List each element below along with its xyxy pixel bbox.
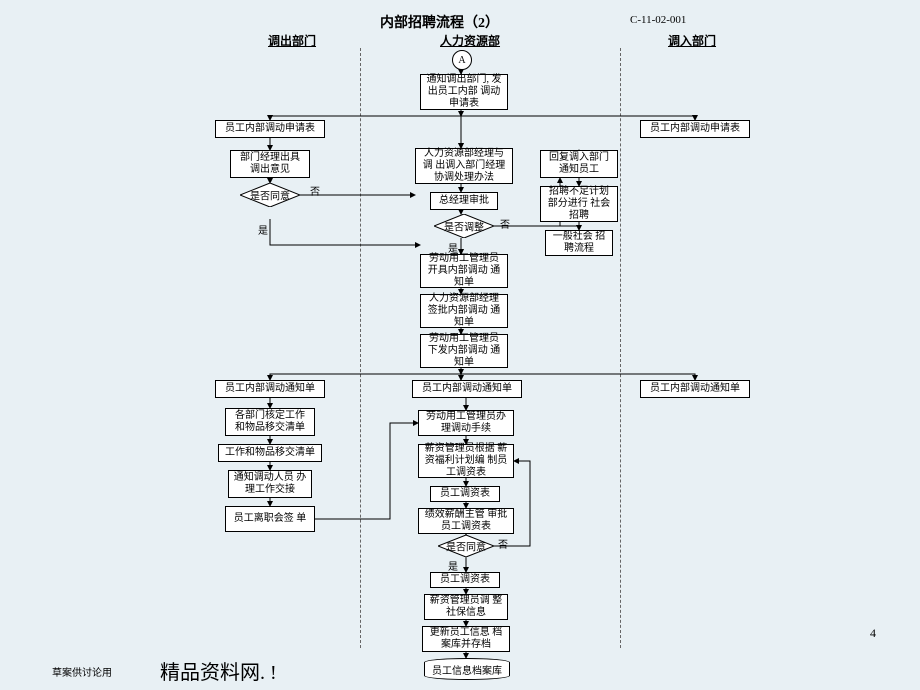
node-m1: 通知调出部门, 发出员工内部 调动申请表 [420, 74, 508, 110]
node-r1: 员工内部调动申请表 [640, 120, 750, 138]
col-header-mid: 人力资源部 [440, 32, 500, 49]
node-m10: 绩效薪酬主管 审批员工调资表 [418, 508, 514, 534]
label-md2-yes: 是 [448, 558, 458, 573]
connector-a: A [452, 50, 472, 70]
node-m6: 劳动用工管理员 下发内部调动 通知单 [420, 334, 508, 368]
node-m4: 劳动用工管理员 开具内部调动 通知单 [420, 254, 508, 288]
label-ld-yes: 是 [258, 222, 268, 237]
node-m9: 员工调资表 [430, 486, 500, 502]
node-rs3: 一般社会 招聘流程 [545, 230, 613, 256]
node-l3: 各部门核定工作 和物品移交清单 [225, 408, 315, 436]
node-l1: 员工内部调动申请表 [215, 120, 325, 138]
footer-brand: 精品资料网. ! [160, 656, 277, 685]
node-m14-database: 员工信息档案库 [424, 658, 510, 680]
node-rn1: 员工内部调动通知单 [640, 380, 750, 398]
node-m3: 总经理审批 [430, 192, 498, 210]
label-ld-no: 否 [310, 183, 320, 198]
label-md-no: 否 [500, 216, 510, 231]
node-l6: 员工离职会签 单 [225, 506, 315, 532]
node-l4: 工作和物品移交清单 [218, 444, 322, 462]
node-l5: 通知调动人员 办理工作交接 [228, 470, 312, 498]
node-m2: 人力资源部经理与调 出调入部门经理 协调处理办法 [415, 148, 513, 184]
page-title: 内部招聘流程（2） [380, 12, 499, 32]
node-m11: 员工调资表 [430, 572, 500, 588]
label-md-yes: 是 [448, 240, 458, 255]
node-l2: 部门经理出具 调出意见 [230, 150, 310, 178]
node-m12: 薪资管理员调 整社保信息 [424, 594, 508, 620]
label-md2-no: 否 [498, 536, 508, 551]
node-m8: 薪资管理员根据 薪资福利计划编 制员工调资表 [418, 444, 514, 478]
node-ln1: 员工内部调动通知单 [215, 380, 325, 398]
divider-2 [620, 48, 621, 648]
node-mn1: 员工内部调动通知单 [412, 380, 522, 398]
doc-id: C-11-02-001 [630, 14, 686, 26]
footer-draft-note: 草案供讨论用 [52, 664, 112, 679]
col-header-right: 调入部门 [668, 32, 716, 49]
node-rs2: 招聘不足计划 部分进行 社会招聘 [540, 186, 618, 222]
node-m13: 更新员工信息 档案库并存档 [422, 626, 510, 652]
divider-1 [360, 48, 361, 648]
node-m5: 人力资源部经理 签批内部调动 通知单 [420, 294, 508, 328]
node-m7: 劳动用工管理员办 理调动手续 [418, 410, 514, 436]
page-number: 4 [870, 626, 876, 641]
col-header-left: 调出部门 [268, 32, 316, 49]
node-rs1: 回复调入部门 通知员工 [540, 150, 618, 178]
